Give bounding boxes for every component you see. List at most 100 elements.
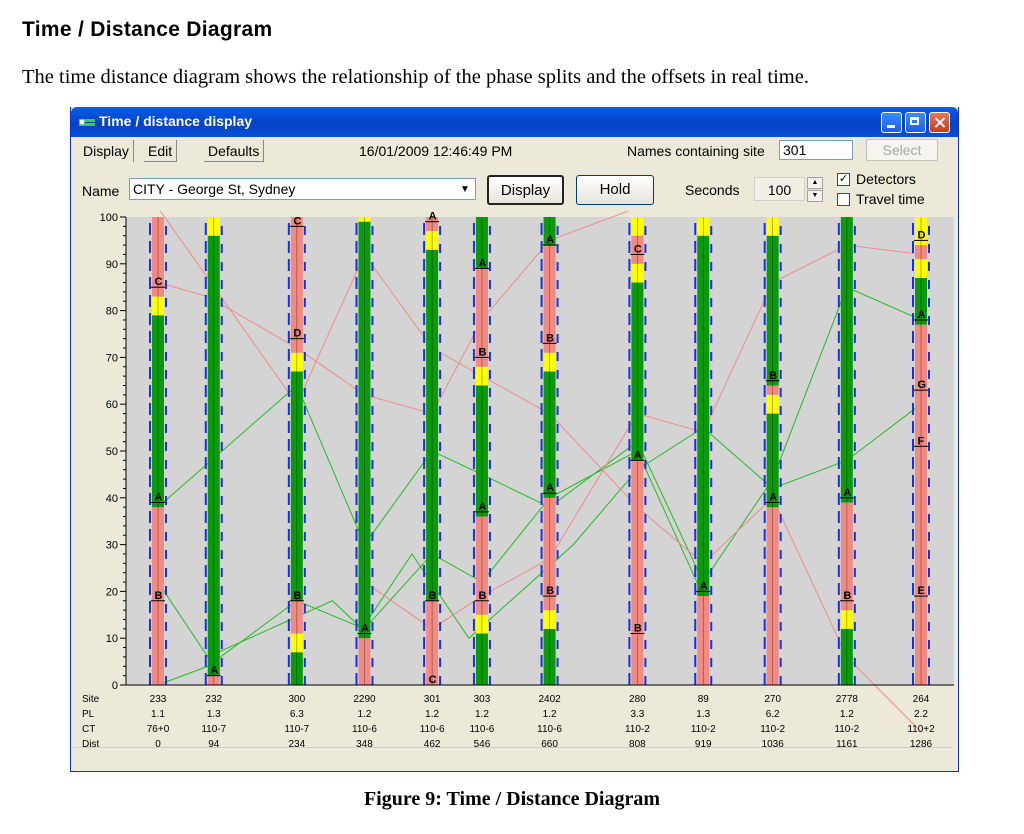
time-distance-chart: BAC2331.176+00A2321.3110-794BDC3006.3110…	[82, 211, 954, 750]
y-tick-label-70: 70	[106, 352, 118, 364]
pl-value-233: 1.1	[151, 709, 165, 720]
pl-value-264: 2.2	[914, 709, 928, 720]
select-button[interactable]: Select	[866, 139, 938, 161]
phase-label-303-A: A	[478, 501, 486, 513]
phase-label-233-C: C	[155, 276, 163, 288]
phase-label-2402-A: A	[546, 482, 554, 494]
plot-background	[126, 217, 954, 685]
phase-label-2402-B: B	[546, 332, 554, 344]
ct-value-233: 76+0	[147, 724, 170, 735]
dist-value-303: 546	[474, 739, 491, 750]
y-tick-label-10: 10	[106, 633, 118, 645]
phase-label-2402-A: A	[546, 234, 554, 246]
phase-label-2290-A: A	[361, 623, 369, 635]
maximize-button[interactable]	[905, 112, 926, 133]
dist-value-264: 1286	[910, 739, 933, 750]
phase-label-233-A: A	[155, 491, 163, 503]
spin-down-icon[interactable]: ▼	[807, 190, 823, 202]
phase-label-300-C: C	[293, 215, 301, 227]
pl-value-89: 1.3	[696, 709, 710, 720]
ct-value-232: 110-7	[201, 724, 226, 735]
tab-display[interactable]: Display	[79, 140, 134, 162]
ct-value-270: 110-2	[760, 724, 785, 735]
phase-label-233-B: B	[155, 590, 163, 602]
phase-label-232-A: A	[210, 665, 218, 677]
minimize-button[interactable]	[881, 112, 902, 133]
title-bar[interactable]: Time / distance display	[71, 107, 958, 137]
window-title: Time / distance display	[99, 113, 253, 129]
pl-value-232: 1.3	[207, 709, 221, 720]
phase-label-270-A: A	[769, 491, 777, 503]
pl-value-270: 6.2	[766, 709, 780, 720]
dist-value-2290: 348	[356, 739, 373, 750]
phase-label-300-D: D	[293, 328, 301, 340]
y-tick-label-20: 20	[106, 586, 118, 598]
y-tick-label-60: 60	[106, 399, 118, 411]
phase-label-301-C: C	[429, 674, 437, 686]
dist-value-2402: 660	[541, 739, 558, 750]
pl-value-280: 3.3	[630, 709, 644, 720]
detectors-checkbox[interactable]: ✓	[837, 173, 850, 186]
phase-label-301-A: A	[429, 211, 437, 223]
ct-value-2290: 110-6	[352, 724, 377, 735]
pl-value-300: 6.3	[290, 709, 304, 720]
phase-label-2778-A: A	[843, 487, 851, 499]
tab-defaults[interactable]: Defaults	[204, 140, 265, 162]
names-containing-site-label: Names containing site	[627, 143, 765, 159]
ct-value-89: 110-2	[691, 724, 716, 735]
close-button[interactable]	[929, 112, 950, 133]
ct-value-301: 110-6	[420, 724, 445, 735]
phase-label-270-B: B	[769, 370, 777, 382]
tab-edit[interactable]: Edit	[144, 140, 178, 162]
dist-value-233: 0	[155, 739, 161, 750]
app-window: Time / distance display Display Edit Def…	[70, 107, 959, 772]
y-tick-label-90: 90	[106, 259, 118, 271]
dist-value-89: 919	[695, 739, 712, 750]
chevron-down-icon[interactable]: ▼	[460, 184, 470, 195]
site-value-2778: 2778	[836, 694, 859, 705]
intro-paragraph: The time distance diagram shows the rela…	[22, 66, 809, 88]
site-value-2402: 2402	[538, 694, 561, 705]
ct-value-300: 110-7	[284, 724, 309, 735]
figure-caption: Figure 9: Time / Distance Diagram	[363, 788, 661, 810]
ct-value-2402: 110-6	[537, 724, 562, 735]
status-bar	[73, 747, 953, 768]
site-value-232: 232	[205, 694, 222, 705]
row-label-dist: Dist	[82, 739, 99, 750]
name-dropdown[interactable]: CITY - George St, Sydney	[129, 178, 476, 200]
pl-value-2778: 1.2	[840, 709, 854, 720]
site-value-233: 233	[150, 694, 167, 705]
seconds-field[interactable]: 100	[754, 177, 805, 201]
detectors-label: Detectors	[856, 171, 916, 187]
y-tick-label-80: 80	[106, 306, 118, 318]
phase-label-301-B: B	[429, 590, 437, 602]
phase-label-264-D: D	[918, 229, 926, 241]
travel-time-label: Travel time	[856, 191, 925, 207]
phase-label-89-A: A	[700, 580, 708, 592]
datetime-label: 16/01/2009 12:46:49 PM	[359, 143, 513, 159]
site-value-89: 89	[698, 694, 710, 705]
seconds-label: Seconds	[685, 182, 740, 198]
travel-time-checkbox[interactable]	[837, 193, 850, 206]
phase-label-264-G: G	[918, 379, 927, 391]
ct-value-303: 110-6	[470, 724, 495, 735]
phase-label-2402-B: B	[546, 585, 554, 597]
name-dropdown-value: CITY - George St, Sydney	[133, 181, 296, 197]
phase-label-280-B: B	[634, 623, 642, 635]
hold-button[interactable]: Hold	[576, 175, 654, 205]
site-value-300: 300	[288, 694, 305, 705]
ct-value-280: 110-2	[625, 724, 650, 735]
spin-up-icon[interactable]: ▲	[807, 177, 823, 189]
display-button[interactable]: Display	[487, 175, 564, 205]
page-title: Time / Distance Diagram	[22, 18, 273, 41]
site-value-264: 264	[913, 694, 930, 705]
site-value-303: 303	[474, 694, 491, 705]
y-tick-label-40: 40	[106, 493, 118, 505]
phase-label-2778-B: B	[843, 590, 851, 602]
pl-value-2402: 1.2	[543, 709, 557, 720]
dist-value-280: 808	[629, 739, 646, 750]
phase-label-303-B: B	[478, 590, 486, 602]
site-filter-input[interactable]	[779, 140, 853, 160]
row-label-pl: PL	[82, 709, 95, 720]
ct-value-264: 110+2	[907, 724, 935, 735]
